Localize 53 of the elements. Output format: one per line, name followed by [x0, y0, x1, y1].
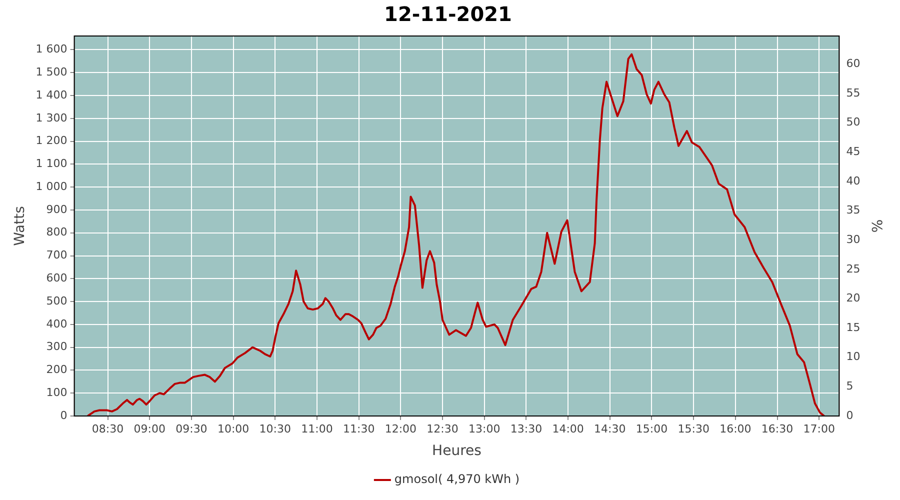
y2-tick-label: 25 — [846, 262, 860, 276]
x-tick-label: 09:30 — [176, 422, 208, 436]
x-tick-label: 11:00 — [301, 422, 333, 436]
y-tick-label: 900 — [46, 202, 68, 216]
y2-tick-label: 60 — [846, 57, 860, 70]
y2-tick-label: 35 — [846, 204, 860, 217]
x-tick-label: 15:30 — [678, 422, 710, 436]
y-tick-label: 600 — [46, 272, 68, 285]
x-tick-label: 10:30 — [259, 422, 291, 436]
y2-tick-label: 10 — [846, 350, 860, 364]
x-tick-label: 13:00 — [468, 422, 500, 436]
y2-tick-label: 20 — [846, 292, 860, 305]
y-tick-label: 400 — [46, 317, 68, 330]
x-tick-label: 11:30 — [342, 422, 375, 436]
x-tick-label: 15:00 — [636, 422, 668, 436]
x-tick-label: 14:30 — [594, 422, 626, 436]
y2-tick-label: 0 — [846, 408, 854, 422]
chart-title: 12-11-2021 — [384, 2, 512, 26]
x-tick-label: 08:30 — [92, 422, 124, 436]
y-tick-label: 1 500 — [36, 65, 68, 78]
x-tick-label: 12:30 — [426, 422, 458, 436]
y2-tick-label: 5 — [846, 380, 854, 393]
x-axis-title: Heures — [432, 443, 482, 460]
y2-axis-title: % — [868, 219, 884, 233]
y2-tick-label: 15 — [846, 320, 860, 334]
y-tick-label: 0 — [60, 408, 68, 422]
x-tick-label: 12:00 — [384, 422, 417, 436]
x-tick-label: 14:00 — [552, 422, 584, 436]
x-tick-label: 09:00 — [134, 422, 166, 436]
y-tick-label: 1 600 — [36, 42, 68, 56]
y-tick-label: 200 — [46, 363, 68, 376]
y-tick-label: 500 — [46, 294, 68, 308]
x-tick-label: 10:00 — [217, 422, 250, 436]
y-tick-label: 1 100 — [36, 157, 68, 170]
y-tick-label: 300 — [46, 340, 68, 354]
y-tick-label: 1 400 — [36, 88, 68, 102]
y2-tick-label: 55 — [846, 86, 860, 100]
x-tick-label: 16:00 — [720, 422, 752, 436]
y-tick-label: 1 300 — [36, 111, 68, 124]
y2-tick-label: 50 — [846, 116, 860, 129]
y-tick-label: 100 — [46, 386, 68, 399]
y-tick-label: 1 000 — [36, 180, 68, 193]
y-axis-title: Watts — [12, 206, 28, 246]
x-tick-label: 17:00 — [803, 422, 835, 436]
legend-label: gmosol( 4,970 kWh ) — [394, 472, 520, 486]
x-tick-label: 16:30 — [761, 422, 794, 436]
y-tick-label: 1 200 — [36, 134, 68, 148]
x-tick-label: 13:30 — [510, 422, 542, 436]
y2-tick-label: 40 — [846, 174, 860, 188]
y2-tick-label: 30 — [846, 232, 860, 246]
y2-tick-label: 45 — [846, 144, 860, 158]
y-tick-label: 800 — [46, 226, 68, 239]
y-tick-label: 700 — [46, 248, 68, 262]
